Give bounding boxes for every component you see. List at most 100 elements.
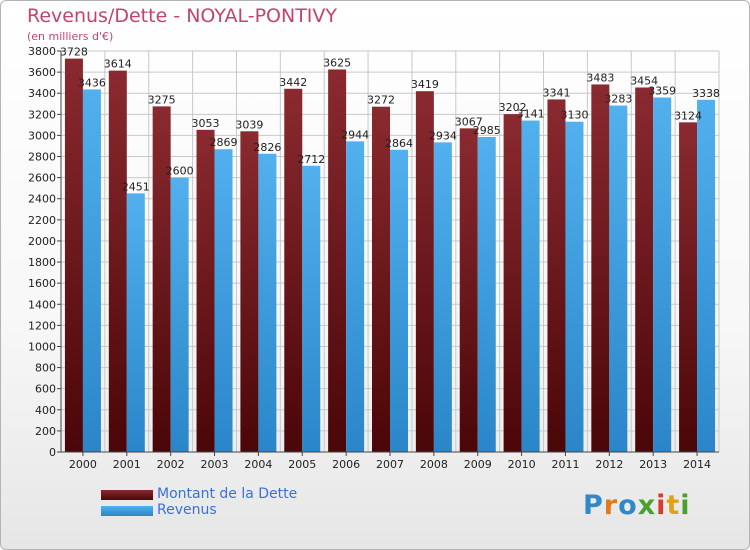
data-label-dette-2000: 3728 [60, 46, 88, 59]
data-label-revenus-2000: 3436 [78, 76, 106, 89]
data-label-dette-2004: 3039 [235, 118, 263, 131]
legend-label-dette: Montant de la Dette [157, 486, 298, 502]
bar-revenus-2007 [390, 149, 408, 452]
legend: Montant de la Dette Revenus [101, 486, 361, 519]
x-tick-label-2014: 2014 [683, 458, 711, 471]
y-tick-label: 3200 [28, 108, 56, 121]
data-label-dette-2009: 3067 [455, 115, 483, 128]
axes: 0 200 400 600 800 1000 1200 1400 1600 1800 2000 220… [28, 45, 719, 471]
x-tick-label-2007: 2007 [376, 458, 404, 471]
bar-dette-2013 [635, 87, 654, 452]
x-tick-label-2013: 2013 [639, 458, 667, 471]
x-tick-label-2001: 2001 [113, 458, 141, 471]
data-label-revenus-2008: 2934 [429, 129, 457, 142]
data-label-revenus-2004: 2826 [253, 141, 281, 154]
y-tick-label: 2000 [28, 235, 56, 248]
bar-dette-2011 [547, 99, 566, 452]
y-tick-label: 3000 [28, 129, 56, 142]
data-label-revenus-2006: 2944 [341, 128, 369, 141]
data-label-dette-2007: 3272 [367, 94, 395, 107]
data-label-revenus-2014: 3338 [692, 87, 720, 100]
bar-revenus-2009 [477, 137, 496, 452]
data-label-revenus-2013: 3359 [648, 85, 676, 98]
data-label-dette-2013: 3454 [630, 75, 658, 88]
bar-revenus-2014 [697, 99, 716, 452]
bar-revenus-2002 [170, 177, 189, 452]
y-tick-label: 0 [49, 446, 56, 459]
bar-dette-2008 [415, 91, 434, 452]
legend-item-dette: Montant de la Dette [101, 486, 361, 503]
y-tick-label: 2200 [28, 214, 56, 227]
bar-dette-2009 [459, 128, 478, 452]
data-label-dette-2006: 3625 [323, 56, 351, 69]
bar-dette-2005 [284, 88, 303, 453]
data-label-revenus-2011: 3130 [560, 109, 588, 122]
legend-swatch-dette [101, 490, 153, 500]
data-label-dette-2010: 3202 [499, 101, 527, 114]
chart-subtitle: (en milliers d'€) [27, 30, 114, 43]
y-tick-label: 2800 [28, 151, 56, 164]
bar-dette-2010 [503, 114, 522, 452]
bar-dette-2006 [328, 69, 347, 452]
legend-item-revenus: Revenus [101, 502, 361, 519]
y-tick-label: 3800 [28, 45, 56, 58]
y-tick-label: 400 [35, 404, 56, 417]
y-tick-label: 3600 [28, 66, 56, 79]
data-label-revenus-2010: 3141 [517, 108, 545, 121]
data-label-revenus-2003: 2869 [210, 136, 238, 149]
bar-revenus-2001 [126, 193, 145, 453]
data-label-dette-2012: 3483 [586, 71, 614, 84]
bars [64, 58, 716, 453]
data-label-dette-2001: 3614 [104, 58, 132, 71]
data-label-revenus-2012: 3283 [604, 93, 632, 106]
data-label-revenus-2007: 2864 [385, 137, 413, 150]
y-tick-label: 200 [35, 425, 56, 438]
bar-dette-2001 [108, 70, 127, 452]
bar-dette-2003 [196, 129, 215, 452]
data-label-dette-2002: 3275 [148, 93, 176, 106]
y-tick-label: 1000 [28, 340, 56, 353]
x-tick-label-2008: 2008 [420, 458, 448, 471]
y-tick-label: 3400 [28, 87, 56, 100]
data-label-revenus-2001: 2451 [122, 180, 150, 193]
bar-dette-2012 [591, 84, 610, 452]
x-tick-label-2000: 2000 [69, 458, 97, 471]
data-label-dette-2003: 3053 [192, 117, 220, 130]
bar-revenus-2010 [521, 120, 540, 452]
data-label-dette-2011: 3341 [542, 86, 570, 99]
y-tick-label: 2600 [28, 172, 56, 185]
bar-dette-2004 [240, 131, 259, 452]
y-tick-label: 1200 [28, 319, 56, 332]
bar-dette-2000 [64, 58, 83, 452]
y-tick-label: 1800 [28, 256, 56, 269]
x-tick-label-2009: 2009 [464, 458, 492, 471]
x-tick-label-2003: 2003 [201, 458, 229, 471]
data-label-dette-2008: 3419 [411, 78, 439, 91]
data-label-revenus-2005: 2712 [297, 153, 325, 166]
data-label-dette-2005: 3442 [279, 76, 307, 89]
bar-revenus-2011 [565, 121, 584, 452]
bar-revenus-2006 [346, 141, 365, 453]
bar-dette-2007 [372, 106, 390, 452]
bar-revenus-2000 [82, 89, 101, 453]
y-tick-label: 2400 [28, 193, 56, 206]
proxiti-logo: Proxiti [583, 490, 691, 521]
y-tick-label: 800 [35, 362, 56, 375]
data-label-dette-2014: 3124 [674, 109, 702, 122]
bar-dette-2014 [679, 122, 698, 453]
legend-label-revenus: Revenus [157, 502, 217, 518]
data-label-revenus-2002: 2600 [166, 165, 194, 178]
bar-revenus-2013 [653, 97, 672, 452]
bar-dette-2002 [152, 106, 171, 453]
y-tick-label: 1400 [28, 298, 56, 311]
chart-title: Revenus/Dette - NOYAL-PONTIVY [27, 5, 338, 27]
x-tick-label-2005: 2005 [288, 458, 316, 471]
bar-revenus-2003 [214, 149, 233, 452]
bar-revenus-2012 [609, 105, 628, 453]
x-tick-label-2004: 2004 [244, 458, 272, 471]
bar-revenus-2004 [258, 153, 277, 452]
y-tick-label: 1600 [28, 277, 56, 290]
data-labels: 3728 3436 3614 2451 3275 2600 3053 2869 3039 2826… [60, 46, 720, 194]
